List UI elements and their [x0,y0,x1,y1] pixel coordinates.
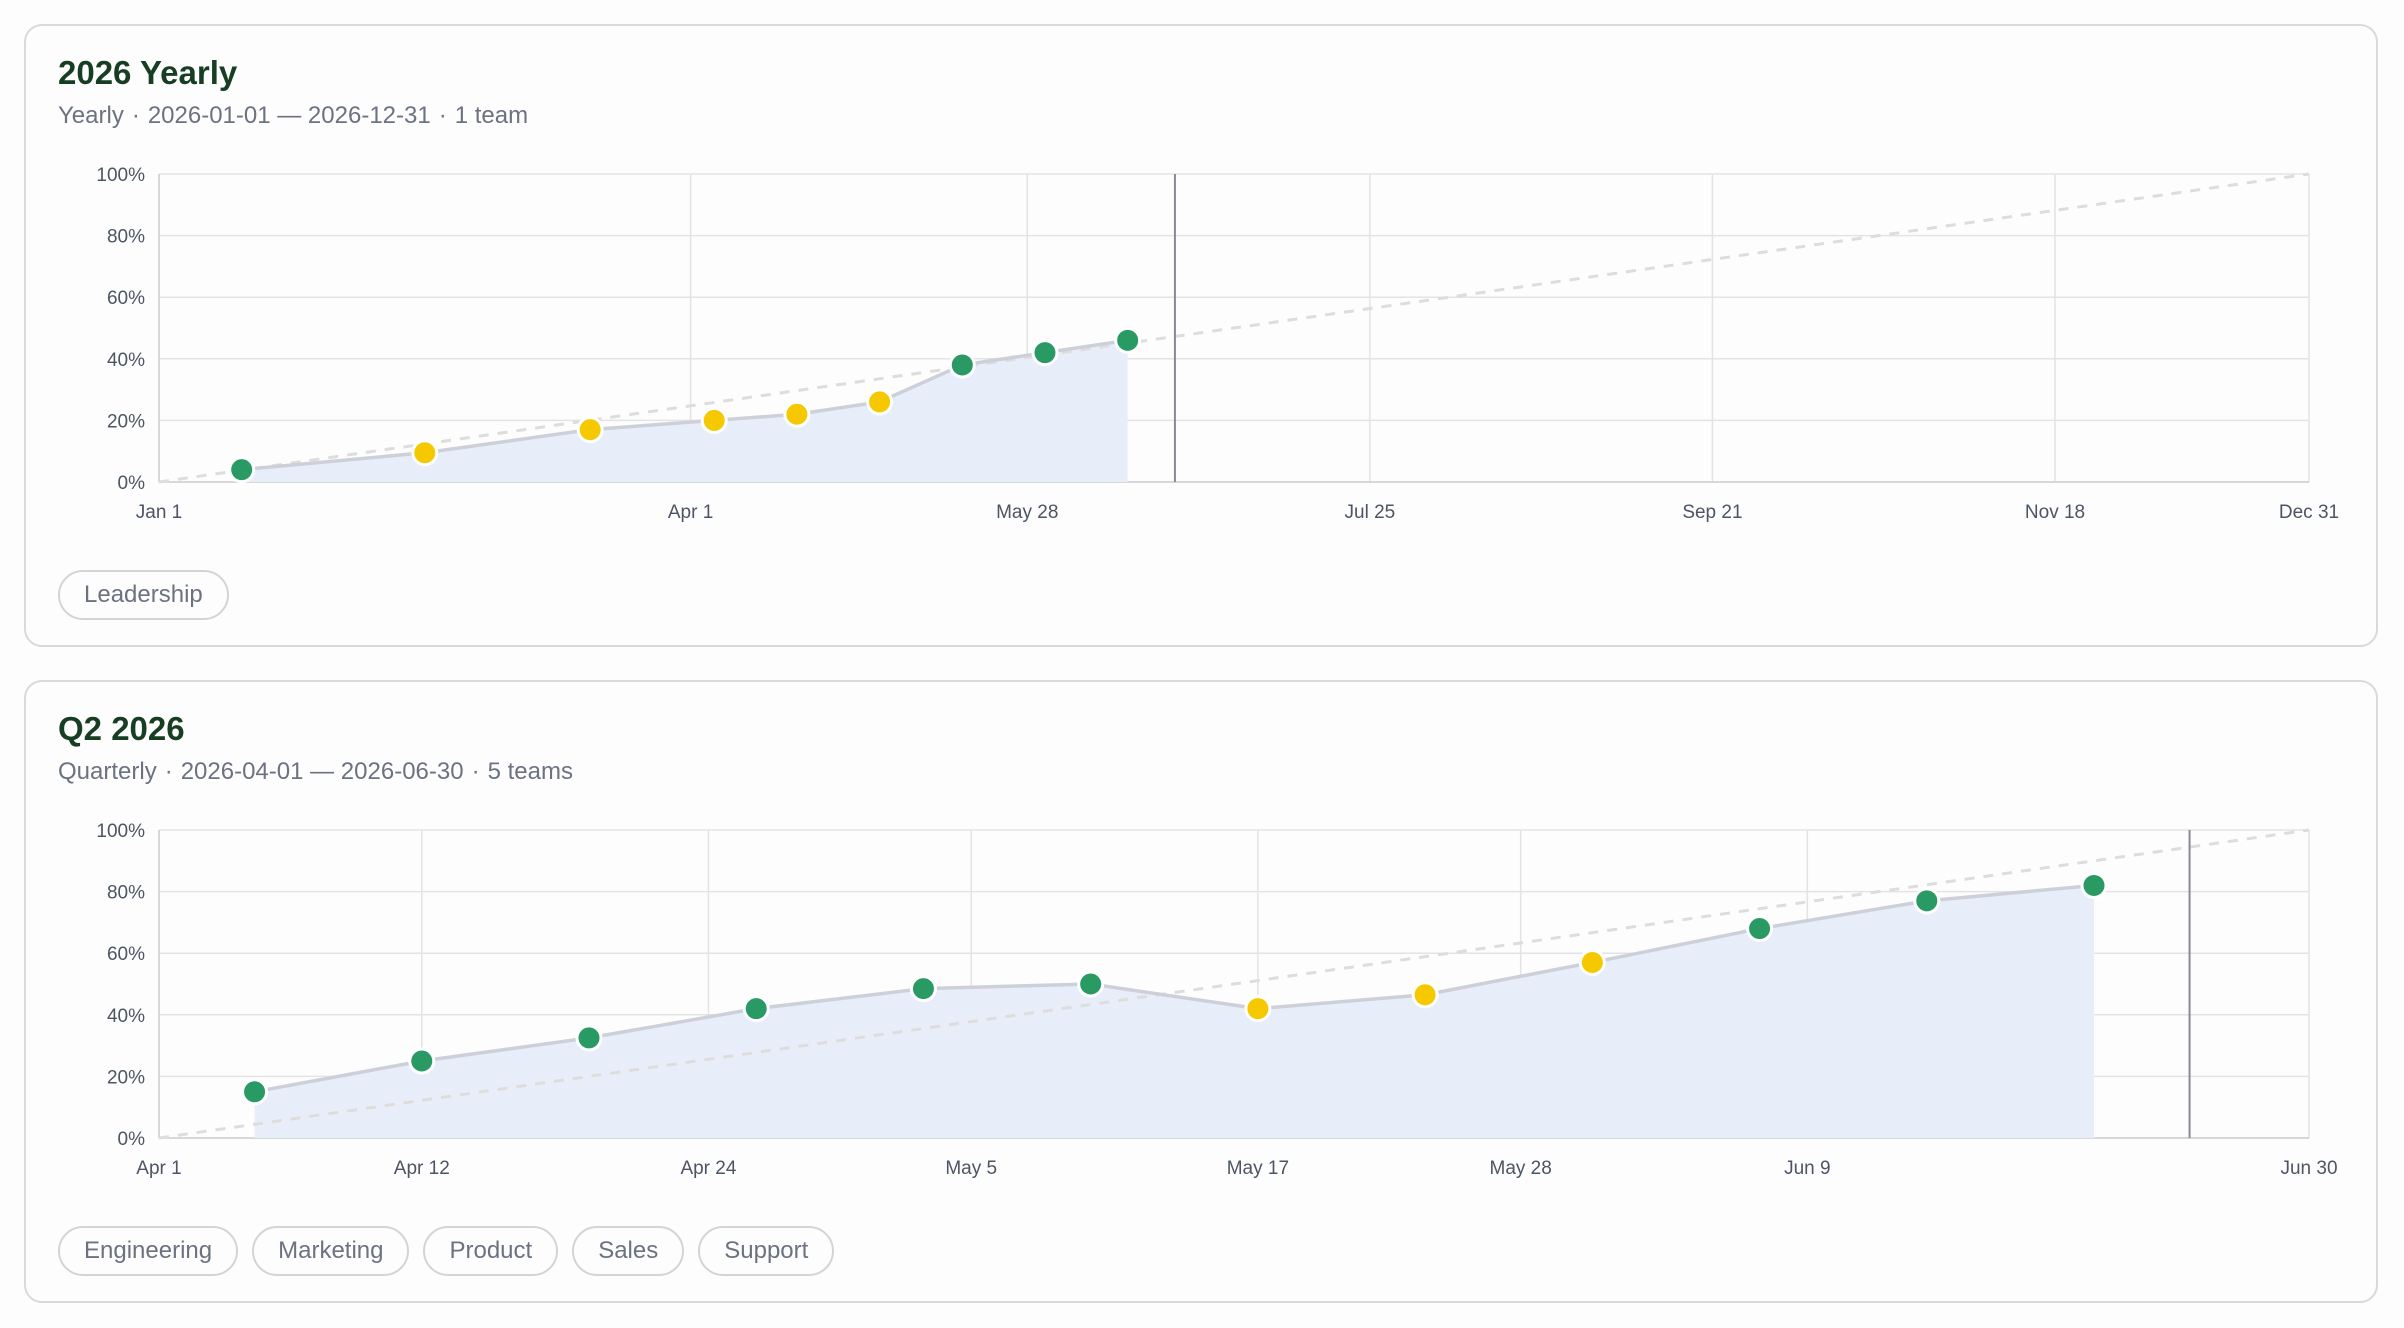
checkin-point [1913,887,1941,915]
checkin-point [1114,326,1142,354]
y-tick-label: 0% [118,1129,146,1150]
card-subtitle: Quarterly · 2026-04-01 — 2026-06-30 · 5 team… [58,758,573,785]
progress-chart: 0% 20% 40% 60% 80% 100% Jan 1 Apr 1 May 28 Jul 25… [96,165,2339,523]
x-tick-label: May 5 [945,1158,997,1179]
progress-area [254,885,2095,1138]
y-tick-label: 60% [107,944,145,965]
y-tick-label: 60% [107,288,145,309]
x-tick-label: Sep 21 [1682,502,1742,523]
y-tick-label: 20% [107,411,145,432]
card-title: Q2 2026 [58,710,185,747]
y-tick-label: 40% [107,1006,145,1027]
y-tick-label: 80% [107,227,145,248]
x-tick-label: Jun 9 [1784,1158,1830,1179]
ideal-progress-line [158,828,2310,1140]
progress-chart: 0% 20% 40% 60% 80% 100% Apr 1 Apr 12 Apr 24 May 5… [96,821,2337,1179]
y-tick-label: 40% [107,350,145,371]
cadence-label: Quarterly [58,758,157,785]
team-chip[interactable]: Engineering [58,1226,239,1276]
checkin-point [700,406,728,434]
x-tick-label: Jul 25 [1345,502,1396,523]
progress-line [254,883,2095,1094]
x-tick-label: Apr 1 [668,502,713,523]
checkin-point [576,416,604,444]
checkin-point [1077,970,1105,998]
checkin-point [783,400,811,428]
checkin-point [575,1024,603,1052]
checkin-point [909,975,937,1003]
y-tick-label: 100% [96,821,145,842]
card-subtitle: Yearly · 2026-01-01 — 2026-12-31 · 1 team [58,102,529,129]
y-tick-label: 20% [107,1067,145,1088]
checkin-point [241,1078,269,1106]
okr-card-q2: Q2 2026 Quarterly · 2026-04-01 — 2026-06-3… [24,680,2378,1303]
team-chip[interactable]: Leadership [58,570,229,620]
x-tick-label: Dec 31 [2279,502,2339,523]
y-tick-label: 0% [118,473,146,494]
progress-area [241,340,1128,482]
x-tick-label: May 28 [1490,1158,1552,1179]
x-tick-label: Apr 1 [136,1158,181,1179]
checkin-point [408,1047,436,1075]
checkin-point [742,995,770,1023]
y-tick-label: 100% [96,165,145,186]
date-range: 2026-04-01 — 2026-06-30 [180,758,464,785]
team-chip[interactable]: Support [698,1226,835,1276]
ideal-progress-line [158,172,2310,484]
checkin-point [1746,915,1774,943]
checkin-point [411,439,439,467]
y-tick-label: 80% [107,883,145,904]
x-tick-label: Apr 12 [394,1158,450,1179]
team-chip[interactable]: Sales [572,1226,685,1276]
team-chip[interactable]: Product [423,1226,559,1276]
team-chip-list: Leadership [58,570,229,620]
x-tick-label: May 17 [1227,1158,1289,1179]
checkin-point [948,351,976,379]
checkin-point [1578,948,1606,976]
team-count: 5 teams [487,758,573,785]
checkin-point [2080,871,2108,899]
team-count: 1 team [454,102,529,129]
x-tick-label: Nov 18 [2025,502,2085,523]
x-tick-label: Jan 1 [136,502,182,523]
team-chip[interactable]: Marketing [252,1226,410,1276]
checkin-point [1411,981,1439,1009]
okr-card-yearly: 2026 Yearly Yearly · 2026-01-01 — 2026-12-… [24,24,2378,647]
cadence-label: Yearly [58,102,124,129]
checkin-point [866,388,894,416]
checkin-point [1244,995,1272,1023]
x-tick-label: May 28 [996,502,1058,523]
checkin-point [228,456,256,484]
date-range: 2026-01-01 — 2026-12-31 [147,102,431,129]
checkin-point [1031,339,1059,367]
x-tick-label: Jun 30 [2280,1158,2337,1179]
card-title: 2026 Yearly [58,54,238,91]
team-chip-list: Engineering Marketing Product Sales Supp… [58,1226,835,1276]
x-tick-label: Apr 24 [680,1158,736,1179]
